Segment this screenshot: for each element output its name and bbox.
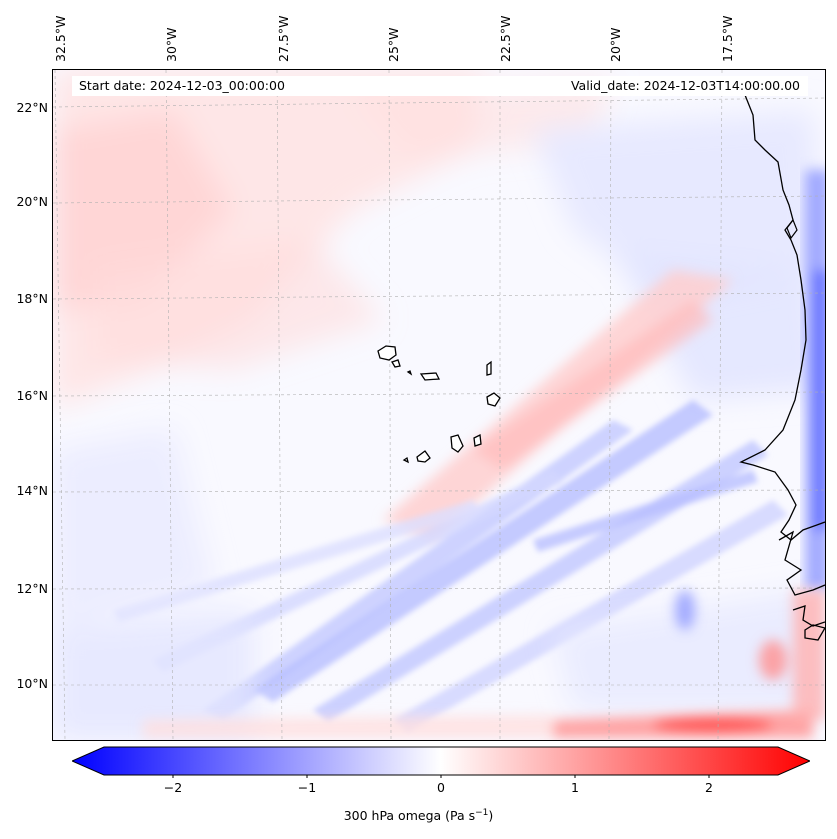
- island-sao-nicolau: [419, 372, 441, 381]
- colorbar-variable-label: 300 hPa omega (Pa s−1): [0, 808, 837, 823]
- right-edge-negative-strip: [805, 170, 825, 590]
- lat-label-12n: 12°N: [16, 581, 48, 596]
- lat-label-10n: 10°N: [16, 676, 48, 691]
- lat-label-14n: 14°N: [16, 483, 48, 498]
- valid-date-label: Valid_date: 2024-12-03T14:00:00.00: [570, 78, 800, 93]
- lower-negative-region: [53, 430, 825, 740]
- island-boa-vista: [486, 392, 501, 407]
- lon-label-30w: 30°W: [164, 27, 179, 62]
- lon-label-32-5w: 32.5°W: [53, 15, 68, 62]
- colorbar-tick-marks: [172, 775, 710, 778]
- island-santa-luzia: [406, 370, 413, 376]
- island-fogo: [416, 450, 431, 463]
- colorbar: [72, 746, 810, 778]
- bottom-positive-band: [143, 590, 825, 738]
- lat-label-16n: 16°N: [16, 388, 48, 403]
- island-maio: [473, 434, 482, 447]
- lat-label-18n: 18°N: [16, 291, 48, 306]
- gridlines: [53, 70, 825, 740]
- island-brava: [402, 456, 409, 464]
- lat-label-22n: 22°N: [16, 100, 48, 115]
- colorbar-scale: [72, 746, 810, 776]
- island-sal: [486, 360, 492, 376]
- upper-left-positive-region: [53, 70, 613, 410]
- coastline-guinea: [778, 530, 825, 641]
- island-santiago: [450, 434, 464, 453]
- variable-label-close: ): [488, 808, 494, 824]
- colorbar-tick-0: 0: [437, 780, 445, 795]
- coastline-inlet: [786, 218, 798, 240]
- central-positive-band: [383, 270, 733, 540]
- lon-label-25w: 25°W: [386, 27, 401, 62]
- negative-streaks: [113, 400, 788, 732]
- colorbar-tick-minus2: −2: [163, 780, 183, 795]
- lon-label-17-5w: 17.5°W: [720, 15, 735, 62]
- colorbar-tick-1: 1: [571, 780, 579, 795]
- island-sao-vicente: [391, 359, 401, 368]
- lon-label-20w: 20°W: [608, 27, 623, 62]
- lon-label-22-5w: 22.5°W: [498, 15, 513, 62]
- map-panel[interactable]: [52, 69, 826, 741]
- variable-unit-exponent: −1: [475, 808, 489, 818]
- title-band: [72, 76, 808, 96]
- coastline-west-africa: [739, 94, 825, 541]
- island-santo-antao: [377, 345, 397, 361]
- colorbar-tick-minus1: −1: [297, 780, 317, 795]
- omega-field-map: [53, 70, 825, 740]
- start-date-label: Start date: 2024-12-03_00:00:00: [79, 78, 285, 93]
- cape-verde-islands: [377, 345, 501, 464]
- lat-label-20n: 20°N: [16, 194, 48, 209]
- lon-label-27-5w: 27.5°W: [276, 15, 291, 62]
- colorbar-tick-2: 2: [705, 780, 713, 795]
- variable-label-text: 300 hPa omega (Pa s: [343, 808, 476, 824]
